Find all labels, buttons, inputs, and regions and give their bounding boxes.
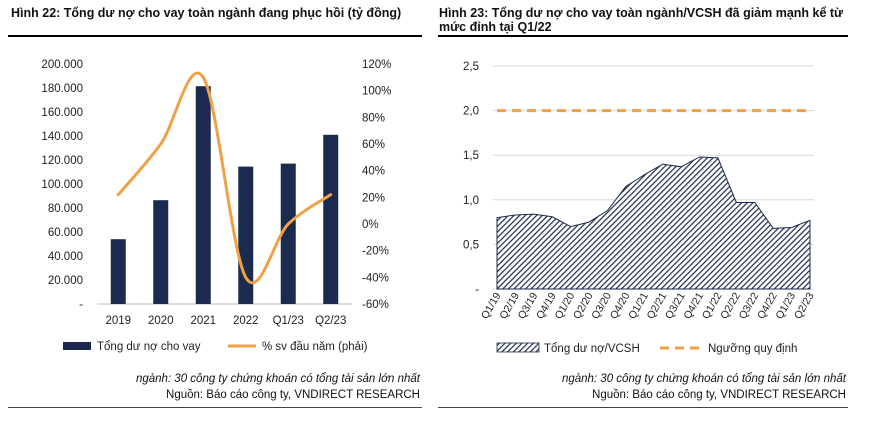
legend-label: Tổng dư nợ/VCSH [544,343,640,355]
y-tick-label: 2,0 [463,106,479,118]
chart-note: ngành: 30 công ty chứng khoán có tổng tà… [135,373,420,385]
bar-2020 [153,200,169,304]
y-right-tick-label: -40% [362,272,389,284]
y-left-tick-label: 120.000 [41,155,83,167]
y-tick-label: 1,5 [463,150,479,162]
bar-2021 [195,86,211,304]
x-tick-label: 2020 [148,315,174,327]
y-tick-label: 2,5 [463,61,479,73]
y-right-tick-label: 20% [362,192,385,204]
legend-label: Ngưỡng quy định [708,343,797,355]
chart-title: Hình 23: Tổng dư nợ cho vay toàn ngành/V… [439,6,844,34]
x-tick-label: 2021 [190,315,216,327]
y-right-tick-label: 0% [362,219,379,231]
y-right-tick-label: -60% [362,299,389,311]
legend-swatch-area [496,342,540,353]
x-tick-label: 2019 [105,315,131,327]
y-tick-label: 0,5 [463,239,479,251]
bar-Q1-23 [280,163,296,304]
bar-2019 [110,239,126,304]
y-left-tick-label: 20.000 [48,275,83,287]
y-right-tick-label: -20% [362,246,389,258]
bar-Q2-23 [323,134,339,304]
chart-panel-right: Hình 23: Tổng dư nợ cho vay toàn ngành/V… [438,0,892,436]
x-tick-label: Q2/23 [315,315,346,327]
area-chart: -0,51,01,52,02,5Q1/19Q2/19Q3/19Q4/19Q1/2… [463,61,817,355]
chart-panel-left: Hình 22: Tổng dư nợ cho vay toàn ngành đ… [0,0,430,436]
y-left-tick-label: 200.000 [41,59,83,71]
bar-line-chart: - 20.000 40.000 60.000 80.000 100.000 120.000 1… [41,59,391,353]
y-left-tick-label: 140.000 [41,131,83,143]
y-tick-label: - [475,284,479,296]
y-left-tick-label: 80.000 [48,203,83,215]
y-left-tick-label: - [79,299,83,311]
x-tick-label: Q1/23 [273,315,304,327]
x-tick-label: Q2/23 [792,290,817,321]
y-left-tick-label: 40.000 [48,251,83,263]
y-right-tick-label: 100% [362,86,391,98]
footer-divider [438,407,848,408]
chart-note: ngành: 30 công ty chứng khoán có tổng tà… [561,373,846,385]
y-left-tick-label: 100.000 [41,179,83,191]
title-divider [8,35,422,37]
y-left-tick-label: 60.000 [48,227,83,239]
y-left-tick-label: 180.000 [41,83,83,95]
x-tick-label: 2022 [233,315,259,327]
y-right-tick-label: 40% [362,166,385,178]
title-divider [438,35,848,37]
chart-source: Nguồn: Báo cáo công ty, VNDIRECT RESEARC… [592,389,846,401]
legend-label: % sv đầu năm (phải) [262,341,368,353]
y-right-tick-label: 120% [362,59,391,71]
y-tick-label: 1,0 [463,195,479,207]
footer-divider [8,407,422,408]
chart-source: Nguồn: Báo cáo công ty, VNDIRECT RESEARC… [166,389,420,401]
y-left-tick-label: 160.000 [41,107,83,119]
legend-label: Tổng dư nợ cho vay [97,341,201,353]
y-right-tick-label: 80% [362,112,385,124]
y-right-tick-label: 60% [362,139,385,151]
chart-title: Hình 22: Tổng dư nợ cho vay toàn ngành đ… [11,6,402,20]
debt-equity-area [496,156,811,290]
pct-change-line [116,71,333,285]
legend-swatch-bar [63,342,91,350]
